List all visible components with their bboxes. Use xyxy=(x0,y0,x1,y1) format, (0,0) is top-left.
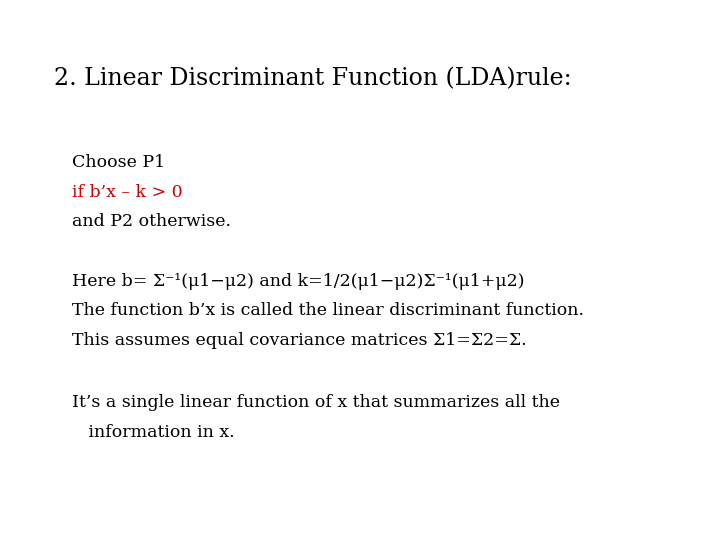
Text: Choose P1: Choose P1 xyxy=(72,154,165,171)
Text: information in x.: information in x. xyxy=(72,424,235,441)
Text: The function b’x is called the linear discriminant function.: The function b’x is called the linear di… xyxy=(72,302,584,319)
Text: if b’x – k > 0: if b’x – k > 0 xyxy=(72,184,183,200)
Text: Here b= Σ⁻¹(μ1−μ2) and k=1/2(μ1−μ2)Σ⁻¹(μ1+μ2): Here b= Σ⁻¹(μ1−μ2) and k=1/2(μ1−μ2)Σ⁻¹(μ… xyxy=(72,273,524,289)
Text: and P2 otherwise.: and P2 otherwise. xyxy=(72,213,231,230)
Text: This assumes equal covariance matrices Σ1=Σ2=Σ.: This assumes equal covariance matrices Σ… xyxy=(72,332,526,349)
Text: 2. Linear Discriminant Function (LDA)rule:: 2. Linear Discriminant Function (LDA)rul… xyxy=(54,68,572,91)
Text: It’s a single linear function of x that summarizes all the: It’s a single linear function of x that … xyxy=(72,394,560,411)
